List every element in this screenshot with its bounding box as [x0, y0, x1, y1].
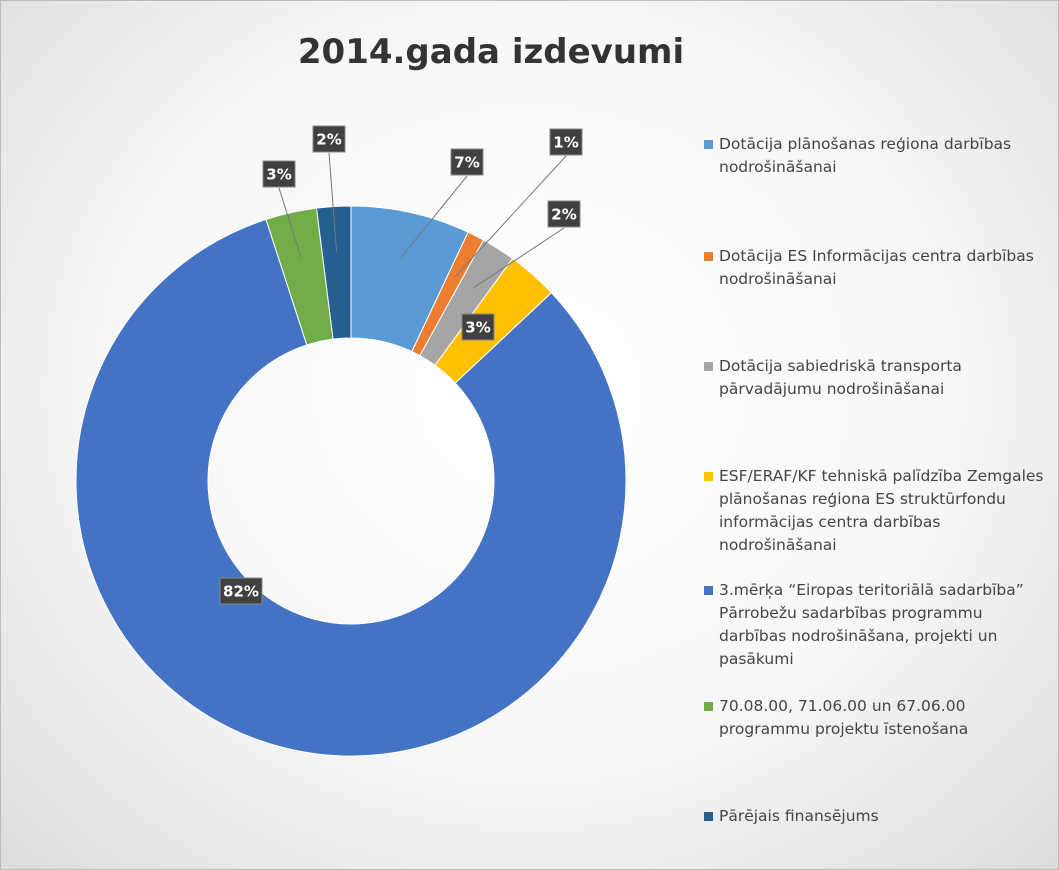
- leader-line: [278, 187, 302, 258]
- legend-item: 70.08.00, 71.06.00 un 67.06.00 programmu…: [704, 695, 1049, 741]
- donut-slice: [315, 205, 352, 340]
- legend-swatch: [704, 812, 713, 821]
- value-label-box: [549, 128, 583, 156]
- legend-label: Dotācija sabiedriskā transporta pārvadāj…: [719, 357, 962, 398]
- value-label-box: [450, 148, 484, 176]
- legend-item: Dotācija plānošanas reģiona darbības nod…: [704, 133, 1049, 179]
- legend-item: Dotācija sabiedriskā transporta pārvadāj…: [704, 355, 1049, 401]
- leader-line: [400, 175, 468, 258]
- donut-slice: [75, 218, 627, 757]
- legend-swatch: [704, 586, 713, 595]
- leader-line: [454, 155, 567, 278]
- legend-item: Pārējais finansējums: [704, 805, 1049, 828]
- value-label: 7%: [454, 154, 479, 172]
- value-label-box: [461, 313, 495, 341]
- legend-label: 3.mērķa “Eiropas teritoriālā sadarbība” …: [719, 581, 1024, 668]
- value-label-box: [547, 200, 581, 228]
- value-label: 3%: [465, 319, 490, 337]
- legend-label: ESF/ERAF/KF tehniskā palīdzība Zemgales …: [719, 467, 1044, 554]
- value-label-box: [262, 160, 296, 188]
- legend-swatch: [704, 140, 713, 149]
- value-label-box: [219, 577, 263, 605]
- legend-swatch: [704, 702, 713, 711]
- value-label: 2%: [316, 131, 341, 149]
- legend-label: Dotācija plānošanas reģiona darbības nod…: [719, 135, 1012, 176]
- leader-line: [473, 227, 565, 289]
- legend-swatch: [704, 472, 713, 481]
- value-label: 2%: [551, 206, 576, 224]
- value-label: 1%: [553, 134, 578, 152]
- legend-label: Dotācija ES Informācijas centra darbības…: [719, 247, 1034, 288]
- legend-swatch: [704, 252, 713, 261]
- legend-item: Dotācija ES Informācijas centra darbības…: [704, 245, 1049, 291]
- leader-line: [328, 152, 338, 253]
- legend-label: 70.08.00, 71.06.00 un 67.06.00 programmu…: [719, 697, 969, 738]
- legend-label: Pārējais finansējums: [719, 807, 879, 825]
- legend-swatch: [704, 362, 713, 371]
- value-label: 3%: [266, 166, 291, 184]
- value-label: 82%: [223, 583, 259, 601]
- chart-title: 2014.gada izdevumi: [298, 32, 684, 72]
- legend-item: 3.mērķa “Eiropas teritoriālā sadarbība” …: [704, 579, 1049, 671]
- legend-item: ESF/ERAF/KF tehniskā palīdzība Zemgales …: [704, 465, 1049, 557]
- value-label-box: [312, 125, 346, 153]
